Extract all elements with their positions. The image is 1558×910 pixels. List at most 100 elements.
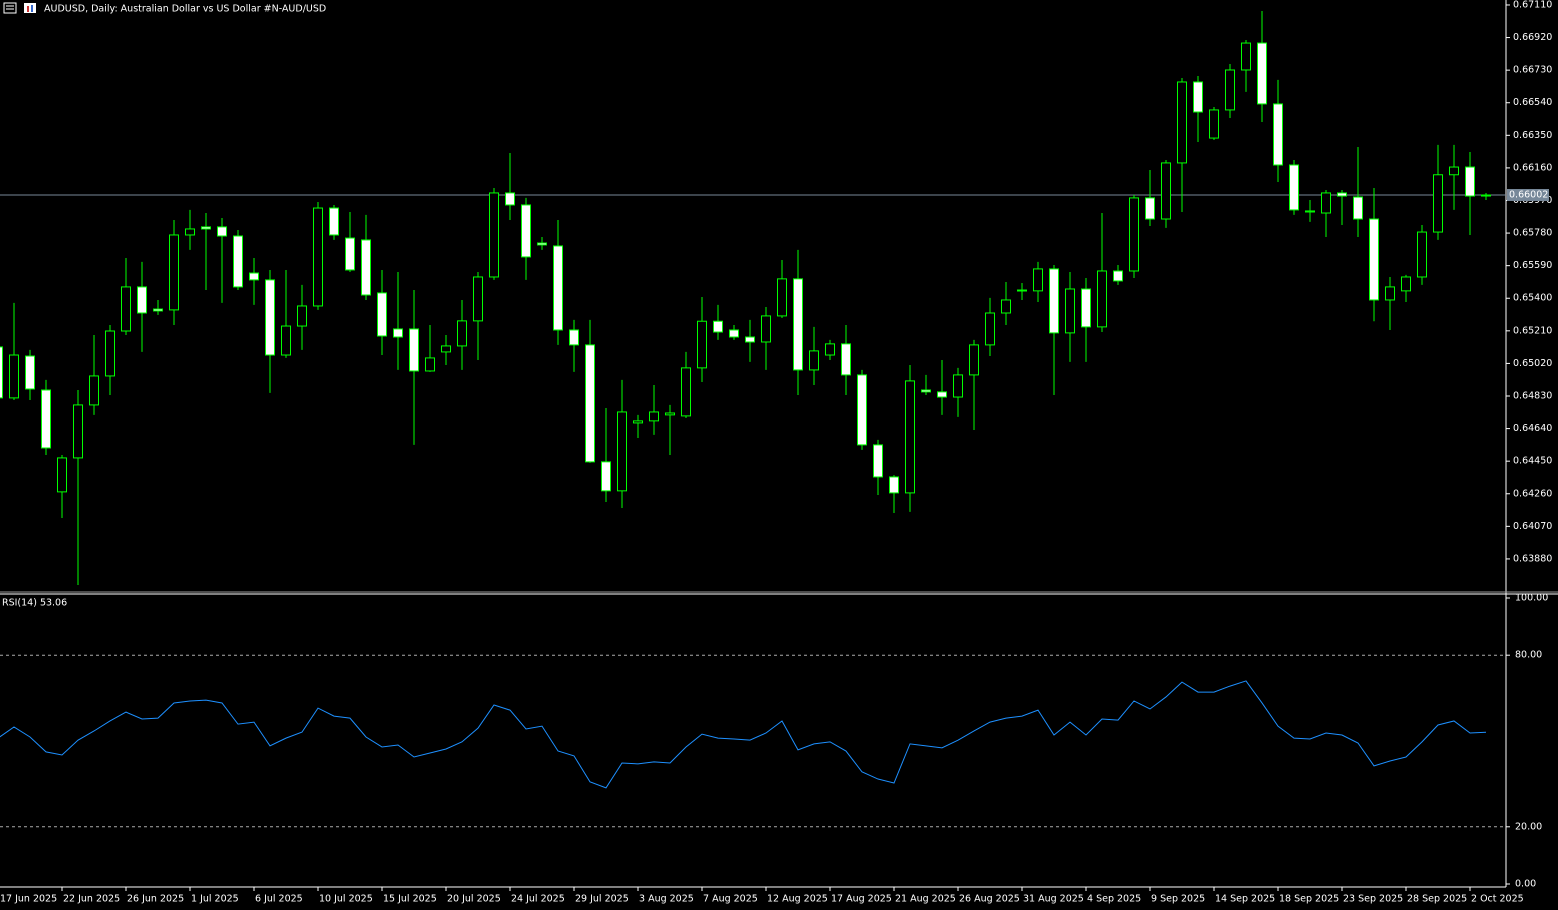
candle-body	[1257, 42, 1267, 105]
y-tick-label: 0.64830	[1513, 391, 1552, 402]
candle-body	[1193, 81, 1203, 113]
y-tick-label: 0.64260	[1513, 488, 1552, 499]
candle-body	[1401, 276, 1411, 292]
candle-body	[1433, 174, 1443, 233]
icon-bar	[31, 5, 33, 12]
candle-body	[825, 343, 835, 356]
candle-body	[1353, 196, 1363, 220]
chart-title: AUDUSD, Daily: Australian Dollar vs US D…	[44, 4, 326, 15]
candle-body	[1337, 192, 1347, 197]
candle-body	[617, 411, 627, 492]
candle-body	[265, 279, 275, 356]
candle-body	[857, 374, 867, 446]
candle-body	[1113, 270, 1123, 282]
candle-body	[1385, 286, 1395, 301]
x-tick-label: 21 Aug 2025	[895, 894, 956, 905]
candle-body	[377, 292, 387, 337]
y-tick-label: 0.65020	[1513, 358, 1552, 369]
candle-body	[137, 286, 147, 314]
candle-body	[1065, 288, 1075, 334]
x-tick-label: 3 Aug 2025	[639, 894, 694, 905]
candle-body	[0, 346, 3, 399]
x-tick-label: 18 Sep 2025	[1279, 894, 1339, 905]
candle-body	[393, 328, 403, 338]
candle-body	[201, 226, 211, 230]
candle-body	[1161, 162, 1171, 220]
candle-body	[1177, 81, 1187, 164]
x-tick-label: 26 Jun 2025	[127, 894, 184, 905]
x-tick-label: 14 Sep 2025	[1215, 894, 1275, 905]
candle-body	[1081, 288, 1091, 328]
candle-body	[1017, 289, 1027, 292]
candle-body	[361, 239, 371, 296]
y-tick-label: 20.00	[1515, 821, 1542, 832]
y-tick-label: 0.64640	[1513, 423, 1552, 434]
candle-body	[329, 207, 339, 236]
candle-body	[217, 226, 227, 237]
icon-menu[interactable]	[3, 2, 17, 14]
candle-body	[73, 404, 83, 459]
candle-body	[649, 411, 659, 422]
x-tick-label: 17 Jun 2025	[0, 894, 57, 905]
y-tick-label: 0.66160	[1513, 162, 1552, 173]
x-tick-label: 15 Jul 2025	[383, 894, 437, 905]
candle-body	[473, 276, 483, 322]
y-tick-label: 0.66350	[1513, 130, 1552, 141]
rsi-line	[0, 680, 1487, 789]
icon-bar	[27, 6, 29, 12]
candle-body	[281, 325, 291, 356]
candle-body	[457, 320, 467, 347]
candle-body	[777, 278, 787, 317]
icon-chart[interactable]	[24, 3, 36, 13]
y-tick-label: 0.00	[1515, 879, 1536, 890]
candle-body	[121, 286, 131, 332]
candle-body	[1305, 210, 1315, 213]
candle-body	[1001, 299, 1011, 314]
y-tick-label: 0.65400	[1513, 293, 1552, 304]
y-tick-label: 0.66730	[1513, 65, 1552, 76]
candle-body	[1289, 164, 1299, 211]
candle-body	[1417, 231, 1427, 278]
x-tick-label: 10 Jul 2025	[319, 894, 373, 905]
x-tick-label: 12 Aug 2025	[767, 894, 828, 905]
candle-body	[153, 308, 163, 312]
y-tick-label: 0.66920	[1513, 32, 1552, 43]
current-price-label: 0.66002	[1509, 189, 1548, 200]
candle-body	[905, 380, 915, 494]
candle-body	[953, 374, 963, 398]
x-tick-label: 23 Sep 2025	[1343, 894, 1403, 905]
candle-body	[1097, 270, 1107, 328]
current-price-tag	[1507, 188, 1549, 201]
candle-body	[809, 350, 819, 371]
candle-body	[345, 237, 355, 271]
x-tick-label: 28 Sep 2025	[1407, 894, 1467, 905]
candle-body	[297, 305, 307, 327]
candle-body	[233, 235, 243, 288]
candle-body	[25, 355, 35, 390]
x-tick-label: 26 Aug 2025	[959, 894, 1020, 905]
candle-body	[1225, 69, 1235, 111]
candle-body	[1241, 42, 1251, 71]
candle-body	[1273, 103, 1283, 166]
candle-body	[713, 320, 723, 333]
candle-body	[921, 389, 931, 393]
y-tick-label: 0.65590	[1513, 260, 1552, 271]
candle-body	[1033, 268, 1043, 292]
candle-body	[585, 344, 595, 463]
candle-body	[1465, 166, 1475, 197]
candle-body	[89, 375, 99, 406]
candle-body	[185, 228, 195, 236]
candle-body	[665, 412, 675, 416]
candle-body	[697, 320, 707, 369]
x-tick-label: 6 Jul 2025	[255, 894, 303, 905]
candle-body	[937, 391, 947, 398]
candle-body	[537, 242, 547, 246]
candle-body	[505, 192, 515, 206]
candle-body	[761, 315, 771, 343]
candle-body	[1481, 194, 1491, 197]
y-tick-label: 100.00	[1515, 593, 1548, 604]
candle-body	[57, 457, 67, 493]
x-tick-label: 17 Aug 2025	[831, 894, 892, 905]
